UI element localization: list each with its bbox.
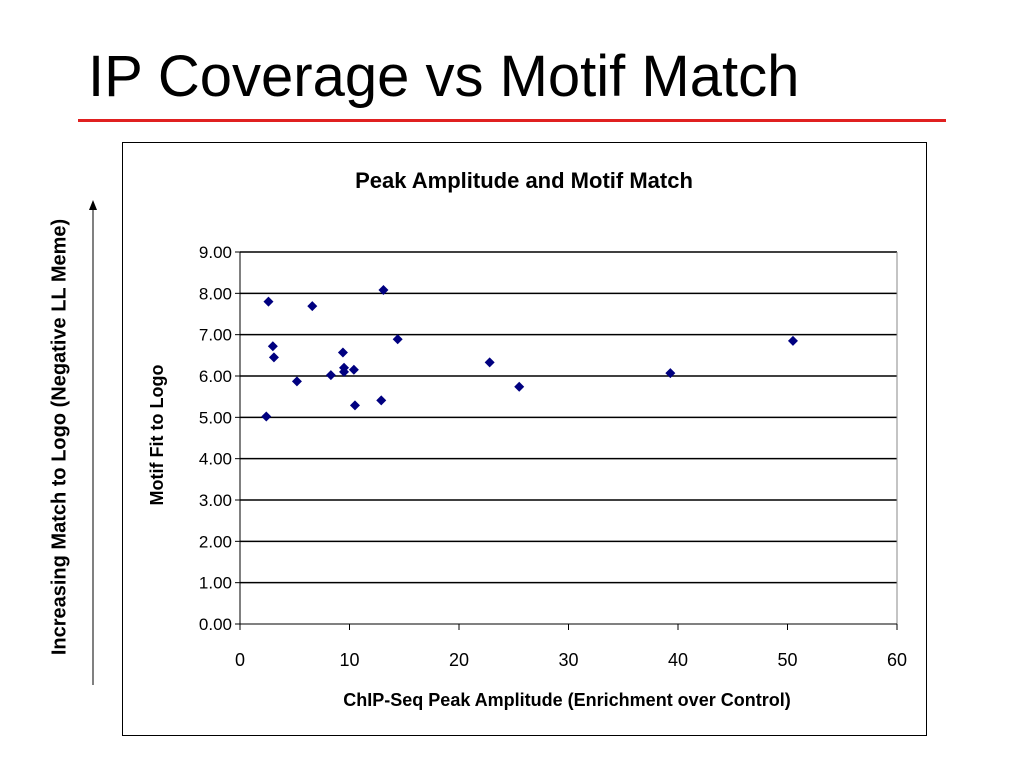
y-tick-label: 1.00 [199, 574, 232, 593]
y-tick-label: 9.00 [199, 243, 232, 262]
chart-title: Peak Amplitude and Motif Match [355, 168, 693, 193]
data-point [787, 335, 798, 346]
data-point [484, 357, 495, 368]
data-point [378, 285, 389, 296]
x-axis-label: ChIP-Seq Peak Amplitude (Enrichment over… [343, 690, 790, 710]
y-tick-label: 8.00 [199, 284, 232, 303]
y-tick-label: 6.00 [199, 367, 232, 386]
x-tick-label: 20 [449, 650, 469, 670]
data-point [291, 376, 302, 387]
x-tick-label: 0 [235, 650, 245, 670]
data-point [337, 347, 348, 358]
y-tick-label: 3.00 [199, 491, 232, 510]
x-tick-label: 50 [777, 650, 797, 670]
data-point [268, 352, 279, 363]
data-point [349, 400, 360, 411]
y-tick-label: 0.00 [199, 615, 232, 634]
chart-frame [122, 142, 927, 736]
y-tick-label: 7.00 [199, 326, 232, 345]
data-point [307, 301, 318, 312]
y-axis-label: Motif Fit to Logo [147, 365, 167, 506]
title-underline [78, 119, 946, 122]
data-point [392, 334, 403, 345]
data-point [665, 368, 676, 379]
data-point [376, 395, 387, 406]
data-point [267, 341, 278, 352]
data-point [339, 366, 350, 377]
x-tick-label: 30 [558, 650, 578, 670]
x-tick-label: 40 [668, 650, 688, 670]
data-point [325, 370, 336, 381]
up-arrow-icon [89, 200, 97, 685]
data-point [514, 381, 525, 392]
y-tick-label: 4.00 [199, 450, 232, 469]
x-tick-label: 10 [339, 650, 359, 670]
y-tick-label: 5.00 [199, 408, 232, 427]
data-point [261, 411, 272, 422]
data-point [263, 296, 274, 307]
slide-title: IP Coverage vs Motif Match [88, 44, 800, 109]
data-point [348, 364, 359, 375]
y-tick-label: 2.00 [199, 532, 232, 551]
x-tick-label: 60 [887, 650, 907, 670]
